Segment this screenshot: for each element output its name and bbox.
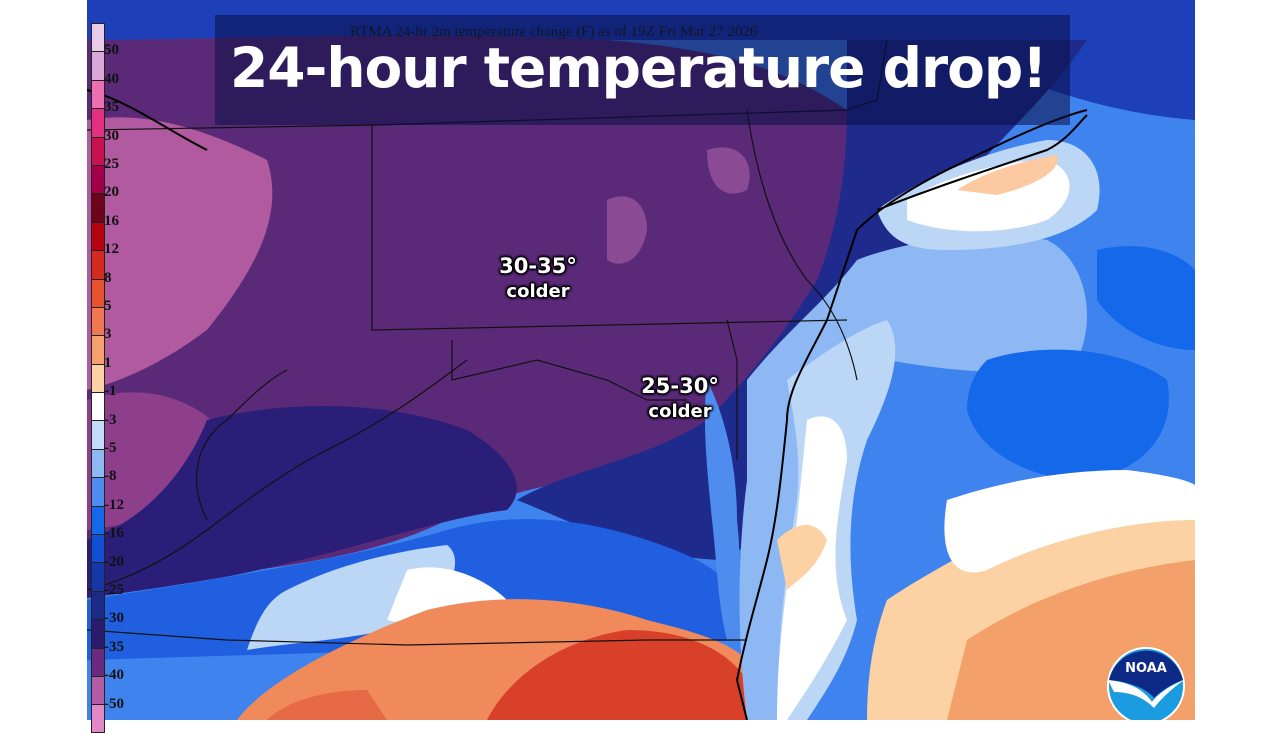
colorbar-swatch [91,619,105,648]
colorbar-swatch [91,164,105,194]
colorbar-tick-label: 12 [104,241,119,258]
colorbar-tick-label: -12 [104,496,124,513]
colorbar-tick-label: -1 [104,383,117,400]
colorbar-swatch [91,51,105,80]
colorbar-tick-label: -35 [104,638,124,655]
colorbar-swatch [91,193,105,222]
colorbar-swatch [91,477,105,506]
colorbar-swatch [91,448,105,478]
colorbar-swatch [91,363,105,393]
colorbar-swatch [91,108,105,137]
colorbar-swatch [91,562,105,591]
colorbar-tick-label: -30 [104,610,124,627]
colorbar-tick-label: -50 [104,695,124,712]
annotation-note: colder [506,281,570,302]
colorbar-swatch [91,505,105,535]
colorbar-tick-label: 25 [104,156,119,172]
colorbar [91,23,105,733]
colorbar-swatch [91,704,105,733]
colorbar-tick-label: -20 [104,553,124,570]
annotation-value: 25-30° [641,374,719,398]
headline: 24-hour temperature drop! [230,36,1047,100]
colorbar-tick-label: 3 [104,326,112,343]
colorbar-swatch [91,23,105,52]
colorbar-swatch [91,79,105,109]
colorbar-tick-label: 20 [104,184,119,201]
colorbar-tick-label: -5 [104,440,117,456]
colorbar-swatch [91,306,105,336]
colorbar-swatch [91,136,105,165]
colorbar-tick-label: 35 [104,99,119,116]
annotation-note: colder [648,401,712,422]
colorbar-tick-label: -40 [104,667,124,684]
colorbar-swatch [91,534,105,563]
colorbar-tick-label: -8 [104,468,117,485]
noaa-bird-icon: NOAA [1107,647,1185,725]
colorbar-swatch [91,278,105,307]
colorbar-tick-label: -3 [104,411,117,428]
colorbar-swatch [91,392,105,421]
colorbar-swatch [91,675,105,705]
colorbar-swatch [91,647,105,676]
annotation-30-35-colder: 30-35° colder [488,253,588,305]
colorbar-tick-label: 50 [104,42,119,59]
colorbar-tick-label: -16 [104,525,124,542]
colorbar-tick-label: 1 [104,354,112,371]
colorbar-swatch [91,250,105,279]
colorbar-tick-label: 40 [104,70,119,87]
colorbar-tick-label: -25 [104,582,124,598]
colorbar-tick-label: 8 [104,269,112,286]
noaa-logo: NOAA [1106,646,1186,725]
colorbar-tick-label: 30 [104,127,119,144]
annotation-value: 30-35° [499,254,577,278]
colorbar-swatch [91,221,105,251]
headline-banner [215,15,1070,125]
colorbar-swatch [91,420,105,449]
colorbar-swatch [91,335,105,364]
annotation-25-30-colder: 25-30° colder [630,373,730,425]
map-title: RTMA 24-hr 2m temperature change (F) as … [350,24,758,40]
colorbar-tick-label: 16 [104,212,119,229]
svg-text:NOAA: NOAA [1125,661,1167,676]
colorbar-swatch [91,590,105,620]
colorbar-tick-label: 5 [104,298,112,314]
